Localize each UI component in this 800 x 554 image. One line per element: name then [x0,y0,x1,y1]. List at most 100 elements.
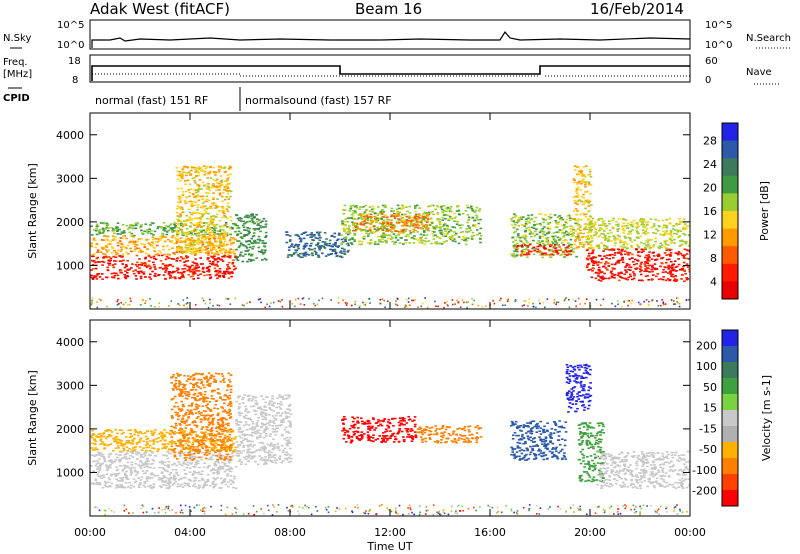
noise-speckle [409,304,411,306]
scatter-cell [518,236,522,239]
scatter-cell [109,466,112,469]
scatter-cell [413,219,416,222]
noise-speckle [308,298,310,300]
scatter-cell [204,252,208,254]
scatter-cell [182,257,186,260]
scatter-cell [375,220,378,222]
scatter-cell [643,220,646,222]
scatter-cell [208,274,212,276]
scatter-cell [154,238,158,240]
scatter-cell [226,256,229,258]
scatter-cell [604,263,607,265]
scatter-cell [178,198,181,200]
scatter-cell [592,256,595,258]
scatter-cell [348,229,351,231]
scatter-cell [107,477,111,479]
noise-speckle [575,305,577,308]
scatter-cell [173,479,176,481]
scatter-cell [209,205,212,208]
noise-speckle [182,299,185,301]
scatter-cell [575,187,578,190]
scatter-cell [641,229,645,231]
scatter-cell [567,242,570,244]
scatter-cell [559,254,562,257]
scatter-cell [616,260,619,263]
noise-speckle [677,301,679,304]
scatter-cell [200,473,203,476]
scatter-cell [115,487,118,489]
scatter-cell [425,228,429,230]
scatter-cell [451,237,455,239]
scatter-cell [238,244,242,247]
scatter-cell [647,232,650,234]
scatter-cell [294,249,297,251]
scatter-cell [125,475,128,477]
scatter-cell [144,223,148,225]
scatter-cell [657,225,661,227]
nave-right-label: Nave [746,67,772,78]
scatter-cell [112,276,116,279]
scatter-cell [583,213,586,216]
scatter-cell [222,212,226,215]
scatter-cell [200,237,204,240]
scatter-cell [643,263,647,265]
scatter-cell [101,253,105,255]
scatter-cell [178,455,182,457]
scatter-cell [136,470,139,473]
noise-speckle [303,304,306,306]
scatter-cell [211,186,214,189]
scatter-cell [543,253,546,256]
scatter-cell [579,225,582,227]
scatter-cell [120,484,123,487]
velocity-marks [90,363,690,516]
scatter-cell [127,457,130,460]
scatter-cell [617,223,620,226]
scatter-cell [541,252,545,255]
scatter-cell [142,243,145,246]
scatter-cell [150,447,154,449]
scatter-cell [539,250,543,253]
scatter-cell [684,272,687,275]
scatter-cell [148,242,151,245]
scatter-cell [211,263,215,265]
scatter-cell [181,275,185,277]
scatter-cell [166,477,170,480]
scatter-cell [420,228,423,230]
scatter-cell [228,182,232,185]
noise-speckle [639,303,641,306]
scatter-cell [400,213,404,216]
scatter-cell [447,219,450,221]
scatter-cell [200,431,203,433]
scatter-cell [287,249,291,251]
scatter-cell [140,476,144,478]
scatter-cell [221,209,225,212]
scatter-cell [597,269,600,271]
scatter-cell [108,243,112,245]
scatter-cell [682,240,686,243]
scatter-cell [391,224,395,227]
scatter-cell [361,220,365,223]
scatter-cell [347,244,350,247]
scatter-cell [116,242,120,244]
scatter-cell [572,196,576,198]
noise-speckle [396,297,399,300]
scatter-cell [347,249,350,252]
scatter-cell [164,236,168,238]
scatter-cell [223,234,227,237]
scatter-cell [120,248,124,251]
scatter-cell [152,261,155,264]
scatter-cell [207,227,211,229]
scatter-cell [629,237,632,239]
scatter-cell [410,224,413,226]
scatter-cell [177,479,181,481]
scatter-cell [140,232,144,234]
scatter-cell [157,478,161,481]
scatter-cell [215,244,219,247]
scatter-cell [222,242,226,245]
noise-speckle [149,298,151,300]
noise-speckle [383,299,385,302]
scatter-cell [612,257,615,259]
scatter-cell [192,473,195,475]
scatter-cell [143,432,147,434]
scatter-cell [565,218,569,221]
